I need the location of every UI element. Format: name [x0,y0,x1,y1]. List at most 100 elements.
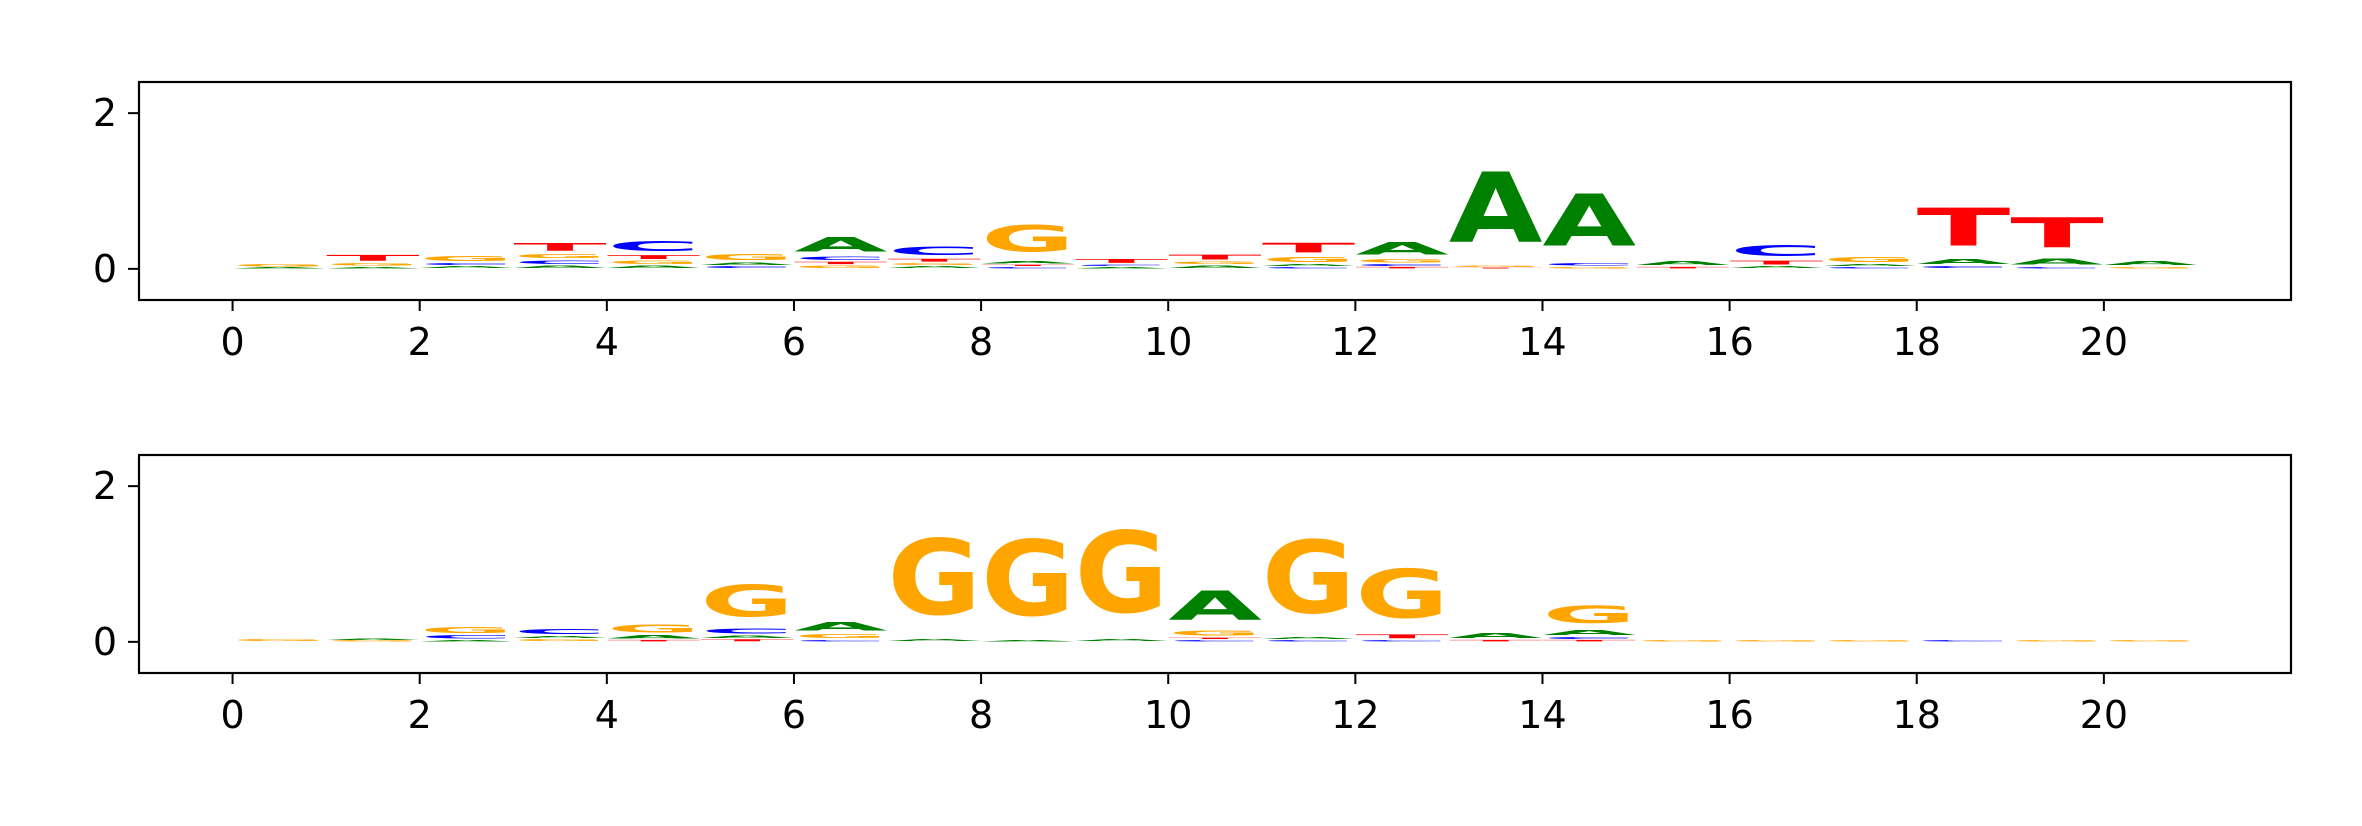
logo-letter-G-pos-20: G [2104,640,2198,642]
logo-letter-A-pos-18: A [1917,258,2011,266]
logo-letter-A-pos-2: A [420,640,514,642]
logo-letter-C-pos-2: C [420,263,514,266]
logo-letter-G-pos-1: G [326,640,420,642]
logo-letter-T-pos-14: T [1542,640,1636,642]
y-tick-label: 0 [93,247,117,291]
y-tick-label: 2 [93,464,117,508]
logo-letter-G-pos-17: G [1823,640,1917,642]
x-tick-label: 12 [1331,320,1379,364]
x-tick-label: 0 [220,320,244,364]
logo-letter-G-pos-16: G [1730,640,1824,642]
logo-letter-C-pos-3: C [513,260,607,265]
logo-letter-C-pos-6: C [794,256,888,261]
x-tick-label: 8 [969,320,993,364]
logo-letter-T-pos-13: T [1449,267,1543,269]
logo-letter-G-pos-3: G [513,639,607,642]
logo-letter-A-pos-1: A [326,267,420,269]
logo-letter-A-pos-19: A [2010,257,2104,266]
logo-letter-T-pos-6: T [794,261,888,265]
logo-letter-A-pos-1: A [326,638,420,640]
axes-frame [137,80,2293,302]
logo-letter-C-pos-18: C [1917,266,2011,269]
logo-letter-A-pos-11: A [1262,263,1356,266]
logo-letter-G-pos-12: G [1355,259,1449,264]
logo-letter-G-pos-4: G [607,260,701,265]
logo-letter-T-pos-1: T [326,253,420,262]
logo-letter-A-pos-10: A [1168,265,1262,269]
logo-letter-G-pos-19: G [2010,640,2104,642]
logo-letter-T-pos-12: T [1355,267,1449,269]
logo-letter-C-pos-4: C [607,239,701,254]
logo-letter-A-pos-16: A [1730,266,1824,269]
logo-letter-C-pos-16: C [1730,243,1824,260]
logo-letter-G-pos-5: G [700,253,794,262]
x-tick-label: 18 [1893,320,1941,364]
axes-frame [137,453,2293,675]
logo-letter-T-pos-4: T [607,640,701,642]
logo-letter-A-pos-5: A [700,635,794,639]
logo-letter-G-pos-14: G [1542,601,1636,629]
logo-letter-C-pos-11: C [1262,267,1356,269]
logo-letter-G-pos-12: G [1355,556,1449,634]
x-tick-label: 10 [1144,693,1192,737]
logo-letter-A-pos-17: A [1823,263,1917,266]
logo-letter-A-pos-14: A [1542,629,1636,637]
logo-letter-A-pos-13: A [1449,632,1543,640]
logo-letter-G-pos-20: G [2104,267,2198,269]
logo-letter-A-pos-12: A [1355,239,1449,259]
logo-letter-A-pos-8: A [981,260,1075,264]
logo-letter-C-pos-11: C [1262,640,1356,642]
logo-letter-C-pos-5: C [700,627,794,635]
logo-letter-G-pos-7: G [888,263,982,266]
logo-letter-A-pos-2: A [420,266,514,269]
logo-letter-G-pos-9: G [1075,508,1169,639]
logo-letter-T-pos-5: T [700,639,794,642]
x-tick-label: 8 [969,693,993,737]
logo-letter-G-pos-17: G [1823,256,1917,264]
logo-letter-T-pos-9: T [1075,258,1169,264]
logo-letter-A-pos-13: A [1449,152,1543,265]
logo-letter-G-pos-5: G [700,577,794,627]
x-tick-label: 20 [2080,693,2128,737]
logo-letter-T-pos-4: T [607,254,701,260]
logo-letter-C-pos-14: C [1542,636,1636,639]
x-tick-label: 0 [220,693,244,737]
x-tick-label: 2 [408,320,432,364]
logo-letter-C-pos-12: C [1355,263,1449,266]
x-tick-label: 14 [1518,693,1566,737]
y-tick-label: 2 [93,91,117,135]
logo-letter-A-pos-15: A [1636,260,1730,266]
x-tick-label: 2 [408,693,432,737]
logo-letter-T-pos-19: T [2010,209,2104,257]
logo-letter-G-pos-14: G [1542,267,1636,269]
logo-letter-G-pos-6: G [794,633,888,639]
logo-letter-C-pos-9: C [1075,264,1169,266]
logo-letter-C-pos-14: C [1542,263,1636,267]
logo-letter-C-pos-8: C [981,267,1075,269]
logo-letter-G-pos-11: G [1262,521,1356,637]
logo-letter-C-pos-19: C [2010,267,2104,269]
logo-letter-A-pos-4: A [607,635,701,640]
logo-letter-G-pos-3: G [513,253,607,259]
logo-letter-G-pos-13: G [1449,265,1543,267]
x-tick-label: 16 [1705,693,1753,737]
x-tick-label: 10 [1144,320,1192,364]
x-tick-label: 6 [782,320,806,364]
x-tick-label: 20 [2080,320,2128,364]
logo-letter-T-pos-10: T [1168,637,1262,639]
x-tick-label: 14 [1518,320,1566,364]
logo-letter-T-pos-11: T [1262,240,1356,255]
logo-letter-A-pos-10: A [1168,583,1262,630]
logo-letter-G-pos-6: G [794,265,888,269]
logo-letter-A-pos-0: A [233,267,327,269]
logo-letter-A-pos-5: A [700,262,794,266]
logo-letter-C-pos-5: C [700,266,794,269]
logo-letter-G-pos-1: G [326,263,420,267]
logo-letter-G-pos-2: G [420,626,514,635]
logo-letter-T-pos-3: T [513,241,607,253]
logo-letter-C-pos-18: C [1917,640,2011,642]
logo-letter-C-pos-17: C [1823,267,1917,269]
logo-letter-C-pos-2: C [420,635,514,640]
x-tick-label: 16 [1705,320,1753,364]
logo-letter-T-pos-10: T [1168,253,1262,261]
